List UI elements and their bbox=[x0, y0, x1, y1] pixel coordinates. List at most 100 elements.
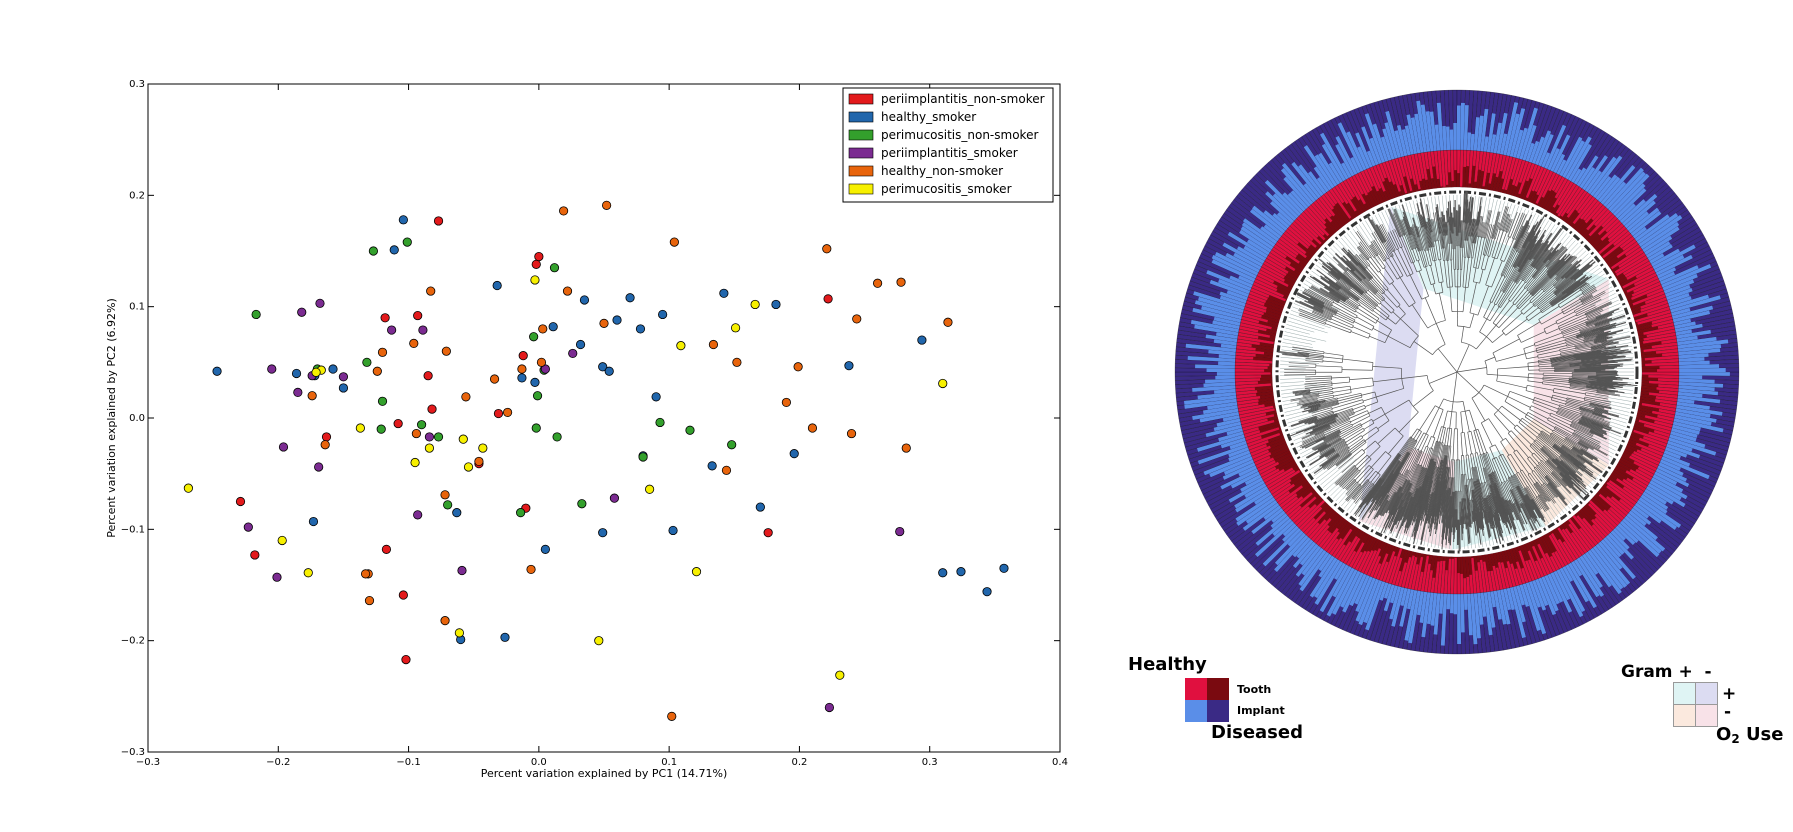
implant-bar-healthy bbox=[1600, 165, 1636, 205]
implant-bar-healthy bbox=[1607, 532, 1634, 560]
implant-bar-healthy bbox=[1672, 310, 1711, 323]
implant-bar-healthy bbox=[1414, 113, 1424, 153]
implant-bar-healthy bbox=[1669, 434, 1706, 449]
tree-arc bbox=[1527, 363, 1529, 371]
implant-bar-healthy bbox=[1355, 577, 1376, 622]
y-tick-label: 0.0 bbox=[129, 413, 145, 424]
implant-bar-healthy bbox=[1298, 164, 1324, 197]
implant-bar-healthy bbox=[1607, 171, 1647, 212]
tooth-bar-diseased bbox=[1641, 357, 1645, 361]
tooth-bar-diseased bbox=[1451, 180, 1455, 188]
implant-bar-healthy bbox=[1612, 183, 1646, 217]
implant-bar-healthy bbox=[1678, 348, 1721, 356]
implant-bar-healthy bbox=[1636, 499, 1677, 531]
tooth-bar-diseased bbox=[1586, 501, 1590, 505]
implant-bar-healthy bbox=[1678, 385, 1715, 392]
tooth-bar-diseased bbox=[1619, 457, 1640, 470]
implant-bar-healthy bbox=[1361, 126, 1379, 166]
implant-bar-healthy bbox=[1234, 485, 1269, 509]
tree-arc bbox=[1550, 472, 1553, 474]
tree-arc bbox=[1552, 471, 1554, 473]
point-healthy-smoker bbox=[517, 373, 527, 383]
point-healthy-non-smoker bbox=[440, 490, 450, 500]
implant-bar-healthy bbox=[1579, 166, 1596, 189]
implant-bar-healthy bbox=[1667, 440, 1693, 453]
implant-bar-healthy bbox=[1605, 167, 1645, 210]
implant-bar-healthy bbox=[1184, 398, 1238, 409]
implant-bar-healthy bbox=[1220, 437, 1246, 449]
implant-bar-healthy bbox=[1652, 474, 1684, 493]
implant-bar-healthy bbox=[1619, 520, 1660, 558]
legend-label-periimplantitis-smoker: periimplantitis_smoker bbox=[881, 146, 1018, 160]
implant-bar-healthy bbox=[1222, 414, 1240, 422]
implant-bar-healthy bbox=[1565, 136, 1592, 180]
implant-bar-healthy bbox=[1522, 124, 1537, 161]
point-healthy-smoker bbox=[635, 324, 646, 334]
y-tick-label: −0.1 bbox=[121, 524, 145, 535]
implant-bar-healthy bbox=[1241, 222, 1276, 247]
implant-bar-healthy bbox=[1592, 175, 1612, 199]
tree-arc bbox=[1554, 286, 1556, 288]
implant-bar-healthy bbox=[1678, 375, 1703, 380]
point-periimplantitis-smoker bbox=[338, 372, 349, 382]
point-periimplantitis-non-smoker bbox=[398, 590, 408, 600]
implant-bar-healthy bbox=[1233, 252, 1262, 270]
implant-bar-healthy bbox=[1528, 580, 1542, 608]
point-periimplantitis-non-smoker bbox=[823, 294, 833, 304]
tree-branch bbox=[1497, 366, 1529, 370]
implant-bar-healthy bbox=[1449, 129, 1454, 151]
legend-swatch-periimplantitis-non-smoker bbox=[848, 93, 874, 105]
implant-bar-healthy bbox=[1642, 491, 1669, 511]
tooth-bar-diseased bbox=[1609, 473, 1618, 481]
implant-bar-healthy bbox=[1235, 494, 1274, 522]
tree-arc bbox=[1541, 446, 1543, 449]
tooth-bar-diseased bbox=[1261, 374, 1273, 378]
tooth-bar-diseased bbox=[1627, 442, 1642, 451]
implant-bar-healthy bbox=[1476, 592, 1484, 625]
point-healthy-non-smoker bbox=[409, 338, 419, 349]
point-healthy-smoker bbox=[398, 215, 408, 225]
point-perimucositis-smoker bbox=[424, 443, 435, 453]
implant-bar-healthy bbox=[1650, 477, 1688, 500]
point-healthy-non-smoker bbox=[526, 564, 536, 575]
tree-arc bbox=[1524, 412, 1529, 418]
implant-bar-healthy bbox=[1276, 212, 1293, 226]
implant-bar-healthy bbox=[1228, 450, 1251, 462]
tree-arc bbox=[1326, 319, 1328, 322]
implant-bar-healthy bbox=[1678, 364, 1720, 369]
point-periimplantitis-smoker bbox=[424, 432, 435, 442]
legend: periimplantitis_non-smoker healthy_smoker… bbox=[842, 87, 1054, 203]
point-perimucositis-smoker bbox=[183, 483, 193, 493]
phylogenetic-tree-figure bbox=[1174, 89, 1740, 655]
implant-bar-healthy bbox=[1528, 140, 1540, 164]
implant-bar-healthy bbox=[1640, 221, 1680, 250]
tree-arc bbox=[1556, 279, 1558, 281]
tree-arc bbox=[1377, 291, 1379, 293]
tree-arc bbox=[1562, 477, 1564, 479]
implant-bar-healthy bbox=[1550, 134, 1571, 172]
point-healthy-non-smoker bbox=[426, 286, 436, 296]
point-healthy-non-smoker bbox=[667, 711, 677, 721]
tooth-bar bbox=[1234, 371, 1273, 376]
tree-branch bbox=[1367, 290, 1382, 303]
data-points bbox=[183, 200, 1009, 721]
implant-bar-healthy bbox=[1516, 127, 1529, 159]
tree-arc bbox=[1533, 258, 1535, 260]
implant-bar-healthy bbox=[1576, 557, 1605, 598]
implant-bar-healthy bbox=[1425, 111, 1434, 152]
tree-branch bbox=[1492, 338, 1520, 354]
tooth-bar-diseased bbox=[1633, 423, 1655, 433]
implant-bar-healthy bbox=[1675, 329, 1693, 336]
implant-bar-healthy bbox=[1183, 395, 1237, 405]
point-healthy-smoker bbox=[612, 315, 622, 325]
implant-bar-healthy bbox=[1271, 510, 1286, 523]
point-perimucositis-smoker bbox=[478, 443, 488, 453]
point-healthy-smoker bbox=[917, 335, 927, 345]
implant-bar-healthy bbox=[1658, 271, 1676, 282]
tooth-bar-diseased bbox=[1641, 377, 1659, 382]
implant-bar-healthy bbox=[1457, 105, 1461, 151]
point-healthy-non-smoker bbox=[440, 616, 450, 626]
implant-bar-healthy bbox=[1544, 574, 1560, 605]
implant-bar-healthy bbox=[1470, 133, 1475, 151]
implant-bar-healthy bbox=[1354, 574, 1370, 605]
